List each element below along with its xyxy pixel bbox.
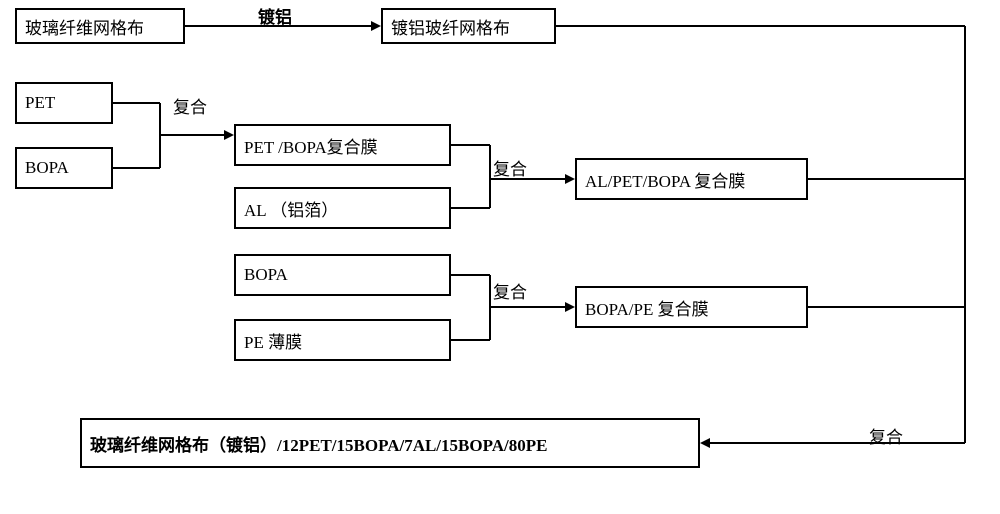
node-final-product: 玻璃纤维网格布（镀铝）/12PET/15BOPA/7AL/15BOPA/80PE [80,418,700,468]
node-bopa: BOPA [15,147,113,189]
node-pet-bopa-film: PET /BOPA复合膜 [234,124,451,166]
node-bopa-pe-film: BOPA/PE 复合膜 [575,286,808,328]
edge-label-aluminize: 镀铝 [258,3,292,28]
edge-label-composite-3: 复合 [493,278,527,303]
node-aluminized-mesh: 镀铝玻纤网格布 [381,8,556,44]
node-glass-fiber-mesh: 玻璃纤维网格布 [15,8,185,44]
node-al-pet-bopa-film: AL/PET/BOPA 复合膜 [575,158,808,200]
edge-label-composite-4: 复合 [869,423,903,448]
edge-label-composite-2: 复合 [493,155,527,180]
edge-label-composite-1: 复合 [173,93,207,118]
node-pet: PET [15,82,113,124]
node-al-foil: AL （铝箔） [234,187,451,229]
node-pe-film: PE 薄膜 [234,319,451,361]
node-bopa-2: BOPA [234,254,451,296]
